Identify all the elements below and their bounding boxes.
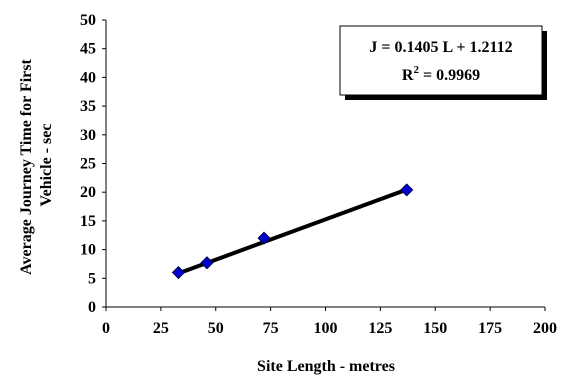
data-point: [200, 256, 214, 270]
x-axis-title: Site Length - metres: [257, 358, 395, 375]
y-tick-label: 20: [80, 184, 96, 201]
equation-box: J = 0.1405 L + 1.2112 R2 = 0.9969: [339, 25, 547, 100]
x-tick-label: 50: [208, 320, 224, 337]
x-tick-label: 25: [153, 320, 169, 337]
data-point: [257, 231, 271, 245]
x-tick-label: 200: [533, 320, 557, 337]
y-tick-label: 15: [80, 213, 96, 230]
y-axis-title: Average Journey Time for First Vehicle -…: [18, 55, 55, 275]
data-point: [400, 183, 414, 197]
y-ticks: 0 5 10 15 20 25 30 35 40 45 50: [80, 12, 106, 316]
y-tick-label: 45: [80, 41, 96, 58]
x-tick-label: 125: [368, 320, 392, 337]
y-tick-label: 30: [80, 127, 96, 144]
y-tick-label: 50: [80, 12, 96, 29]
x-ticks: 0 25 50 75 100 125 150 175 200: [102, 307, 557, 337]
equation-box-frame: [339, 25, 543, 96]
x-tick-label: 175: [478, 320, 502, 337]
data-points: [171, 183, 414, 280]
data-point: [171, 265, 186, 280]
equation-text: J = 0.1405 L + 1.2112: [369, 39, 512, 56]
y-tick-label: 10: [80, 242, 96, 259]
trendline: [177, 187, 408, 276]
x-tick-label: 100: [314, 320, 338, 337]
y-tick-label: 5: [88, 270, 96, 287]
x-tick-label: 150: [423, 320, 447, 337]
x-tick-label: 0: [102, 320, 110, 337]
y-tick-label: 25: [80, 156, 96, 173]
y-tick-label: 40: [80, 69, 96, 86]
y-tick-label: 0: [88, 299, 96, 316]
r-squared-text: R2 = 0.9969: [402, 64, 480, 84]
y-axis-title-line-2: Vehicle - sec: [38, 124, 55, 207]
y-axis-title-line-1: Average Journey Time for First: [18, 59, 35, 275]
x-tick-label: 75: [263, 320, 279, 337]
y-tick-label: 35: [80, 98, 96, 115]
